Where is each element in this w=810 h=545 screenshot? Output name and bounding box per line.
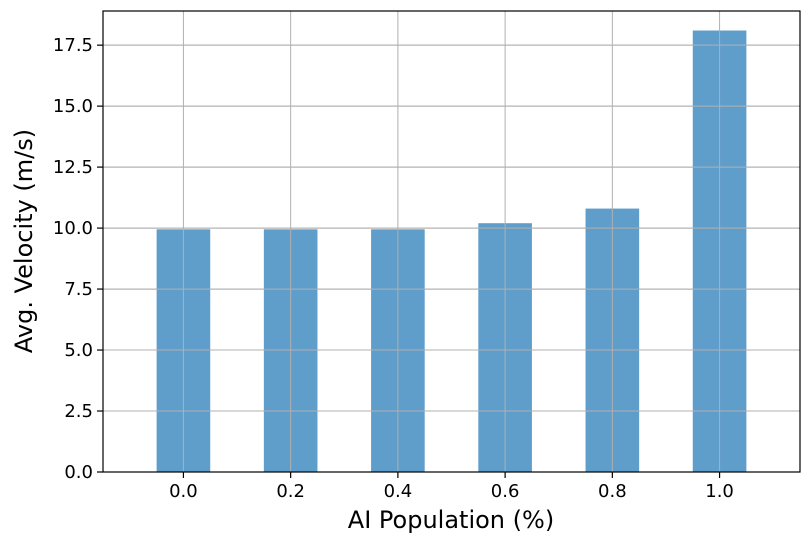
y-tick-label: 15.0: [53, 96, 93, 117]
y-tick-label: 5.0: [64, 340, 93, 361]
x-tick-label: 0.8: [598, 481, 627, 502]
x-axis-ticks: 0.0 0.2 0.4 0.6 0.8 1.0: [169, 472, 734, 502]
x-tick-label: 1.0: [705, 481, 734, 502]
y-tick-label: 2.5: [64, 401, 93, 422]
plot-frame: [102, 10, 801, 473]
y-tick-label: 0.0: [64, 462, 93, 483]
y-axis-ticks: 0.0 2.5 5.0 7.5 10.0 12.5 15.0 17.5: [53, 35, 103, 483]
y-tick-label: 17.5: [53, 35, 93, 56]
x-tick-label: 0.4: [384, 481, 413, 502]
x-tick-label: 0.6: [491, 481, 520, 502]
x-tick-label: 0.0: [169, 481, 198, 502]
x-axis-label: AI Population (%): [348, 506, 554, 534]
y-tick-label: 10.0: [53, 218, 93, 239]
y-tick-label: 7.5: [64, 279, 93, 300]
y-axis-label: Avg. Velocity (m/s): [10, 129, 38, 353]
y-tick-label: 12.5: [53, 157, 93, 178]
bars: [103, 11, 800, 473]
x-tick-label: 0.2: [276, 481, 305, 502]
